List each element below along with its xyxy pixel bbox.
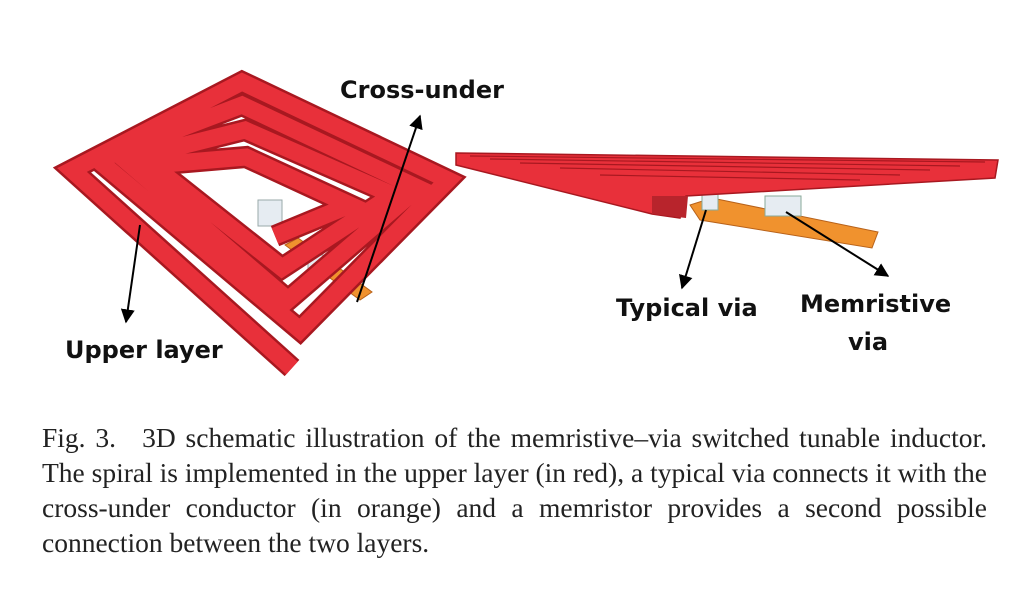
spiral-inductor-side-view <box>455 152 999 249</box>
label-typical-via: Typical via <box>616 294 758 322</box>
caption-text: 3D schematic illustration of the memrist… <box>42 422 987 558</box>
arrow-memristive-via <box>785 211 890 277</box>
arrow-upper-layer <box>120 224 141 324</box>
figure-illustration <box>52 69 999 377</box>
label-memristive-via-line2: via <box>848 328 889 356</box>
spiral-inductor-top-view <box>52 69 467 377</box>
figure-caption: Fig. 3. 3D schematic illustration of the … <box>42 420 987 560</box>
memristive-via-side <box>764 195 802 217</box>
arrow-typical-via <box>679 209 707 290</box>
label-upper-layer: Upper layer <box>65 336 223 364</box>
label-memristive-via-line1: Memristive <box>800 290 952 318</box>
label-cross-under: Cross-under <box>340 76 504 104</box>
arrow-cross-under <box>356 114 423 303</box>
caption-figure-number: Fig. 3. <box>42 422 117 453</box>
typical-via <box>257 199 283 227</box>
